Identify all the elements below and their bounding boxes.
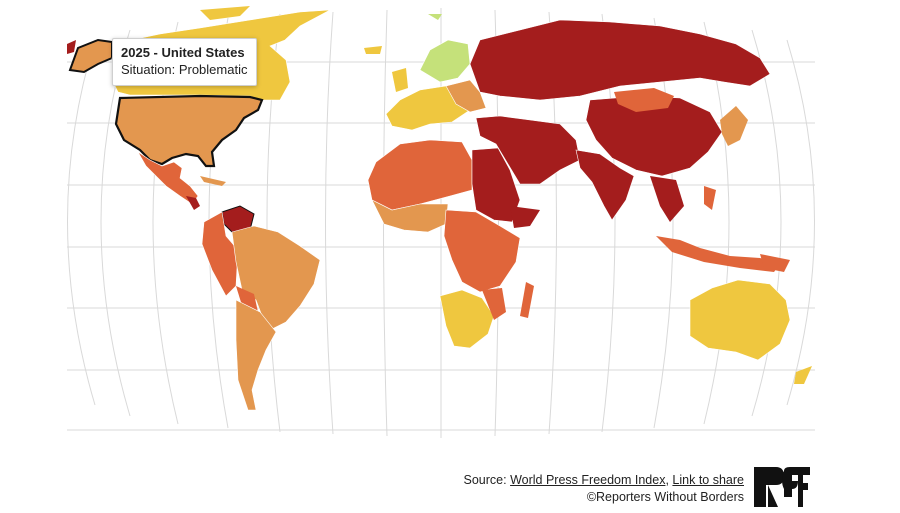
- country-egypt-sudan[interactable]: [471, 147, 521, 223]
- source-comma: ,: [665, 473, 673, 487]
- country-russia-east-edge[interactable]: [67, 40, 76, 54]
- country-north-africa[interactable]: [367, 139, 473, 211]
- tooltip-title: 2025 - United States: [121, 45, 248, 61]
- country-southern-africa[interactable]: [439, 289, 495, 349]
- tooltip-year: 2025: [121, 45, 150, 60]
- tooltip-situation: Situation: Problematic: [121, 61, 248, 79]
- tooltip-situation-value: Problematic: [178, 62, 248, 77]
- map-footer: Source: World Press Freedom Index, Link …: [464, 472, 744, 506]
- country-mongolia[interactable]: [614, 88, 674, 112]
- country-greenland-ice[interactable]: [428, 14, 442, 20]
- country-central-africa[interactable]: [443, 209, 521, 293]
- country-bolivia[interactable]: [236, 286, 258, 312]
- country-southeast-asia[interactable]: [650, 176, 684, 222]
- country-eastern-europe[interactable]: [445, 79, 487, 113]
- country-scandinavia[interactable]: [419, 39, 471, 83]
- copyright-text: ©Reporters Without Borders: [586, 490, 744, 504]
- country-philippines[interactable]: [704, 186, 716, 210]
- country-horn-of-africa[interactable]: [510, 206, 540, 228]
- source-line: Source: World Press Freedom Index, Link …: [464, 472, 744, 489]
- rsf-logo: [754, 467, 810, 507]
- source-prefix: Source:: [463, 473, 511, 487]
- country-argentina-chile[interactable]: [235, 299, 277, 411]
- tooltip-country: United States: [161, 45, 245, 60]
- country-alaska[interactable]: [68, 38, 113, 74]
- country-mozambique-region[interactable]: [482, 288, 506, 320]
- country-iceland[interactable]: [364, 46, 382, 54]
- tooltip-situation-label: Situation:: [121, 62, 176, 77]
- country-australia[interactable]: [689, 279, 791, 361]
- country-russia[interactable]: [469, 19, 771, 101]
- country-korea-japan[interactable]: [720, 106, 748, 146]
- tooltip-separator: -: [149, 45, 162, 60]
- country-central-america[interactable]: [186, 196, 200, 210]
- country-uk-ireland[interactable]: [392, 68, 408, 92]
- country-western-europe[interactable]: [385, 85, 471, 131]
- country-indonesia[interactable]: [656, 236, 780, 272]
- country-china[interactable]: [585, 95, 723, 177]
- country-united-states[interactable]: [114, 94, 264, 168]
- country-papua[interactable]: [760, 254, 790, 272]
- country-new-zealand[interactable]: [794, 366, 812, 384]
- source-link[interactable]: World Press Freedom Index: [510, 473, 666, 487]
- country-tooltip: 2025 - United States Situation: Problema…: [112, 38, 257, 86]
- country-caribbean[interactable]: [200, 176, 226, 186]
- country-madagascar[interactable]: [520, 282, 534, 318]
- share-link[interactable]: Link to share: [672, 473, 744, 487]
- country-mexico[interactable]: [137, 151, 199, 205]
- country-greenland[interactable]: [200, 6, 250, 20]
- country-india[interactable]: [575, 149, 635, 221]
- country-middle-east[interactable]: [475, 115, 581, 185]
